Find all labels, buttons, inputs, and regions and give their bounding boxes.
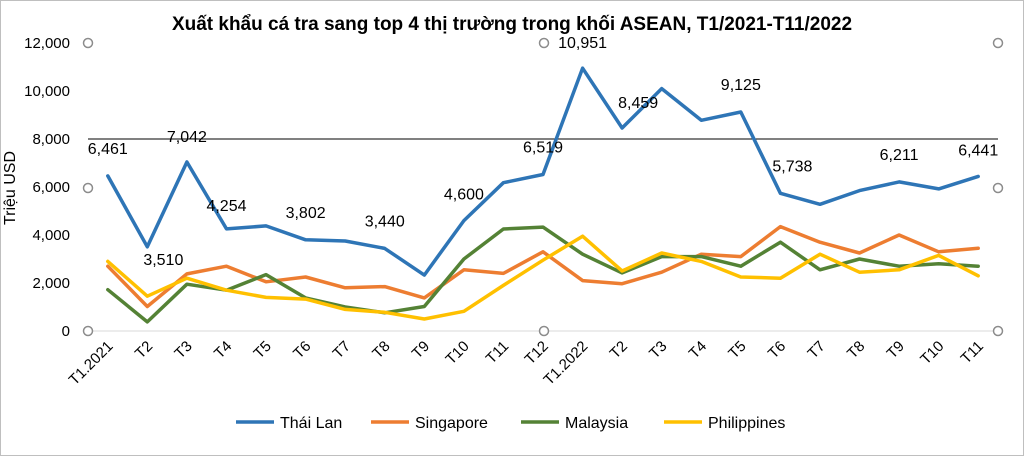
series-line-3 <box>106 234 980 321</box>
y-tick-label: 10,000 <box>24 83 70 100</box>
series-line-0 <box>106 66 980 277</box>
data-label: 4,254 <box>206 198 246 215</box>
y-axis-label: Triệu USD <box>2 151 19 225</box>
x-tick-label: T7 <box>330 338 354 362</box>
data-label: 9,125 <box>721 77 761 94</box>
x-tick-label: T8 <box>369 338 393 362</box>
resize-handle <box>82 37 94 49</box>
x-tick-label: T12 <box>522 338 552 368</box>
x-tick-label: T10 <box>442 338 472 368</box>
resize-handle <box>992 325 1004 337</box>
series-line-2 <box>106 225 980 324</box>
x-tick-label: T2 <box>132 338 156 362</box>
resize-handle <box>992 37 1004 49</box>
x-tick-label: T5 <box>250 338 274 362</box>
data-label: 5,738 <box>772 158 812 175</box>
resize-handle <box>82 182 94 194</box>
x-tick-label: T6 <box>765 338 789 362</box>
legend-label: Thái Lan <box>280 415 342 432</box>
y-tick-label: 6,000 <box>32 179 70 196</box>
data-label: 4,600 <box>444 187 484 204</box>
y-tick-label: 12,000 <box>24 35 70 52</box>
y-tick-label: 8,000 <box>32 131 70 148</box>
data-label: 3,440 <box>365 213 405 230</box>
x-tick-label: T4 <box>686 338 710 362</box>
data-label: 6,211 <box>880 147 919 164</box>
data-label: 6,441 <box>958 142 998 159</box>
legend-label: Philippines <box>708 415 785 432</box>
resize-handle <box>538 325 550 337</box>
legend-label: Singapore <box>415 415 488 432</box>
x-tick-label: T10 <box>917 338 947 368</box>
resize-handle <box>992 182 1004 194</box>
x-tick-label: T8 <box>844 338 868 362</box>
data-label: 8,459 <box>618 95 658 112</box>
x-tick-label: T1.2022 <box>540 338 591 389</box>
x-tick-label: T9 <box>884 338 908 362</box>
x-tick-label: T5 <box>725 338 749 362</box>
resize-handle <box>538 37 550 49</box>
y-tick-label: 4,000 <box>32 227 70 244</box>
x-tick-label: T2 <box>607 338 631 362</box>
resize-handle <box>82 325 94 337</box>
data-label: 7,042 <box>167 129 207 146</box>
x-tick-label: T4 <box>211 338 235 362</box>
data-label: 3,510 <box>143 252 183 269</box>
y-tick-label: 0 <box>62 323 70 340</box>
x-tick-label: T3 <box>171 338 195 362</box>
x-tick-label: T11 <box>958 338 988 368</box>
series-line-1 <box>106 224 980 309</box>
x-tick-label: T11 <box>483 338 513 368</box>
data-label: 3,802 <box>286 205 326 222</box>
y-tick-label: 2,000 <box>32 275 70 292</box>
data-label: 10,951 <box>558 35 607 52</box>
data-label: 6,461 <box>88 141 128 158</box>
chart-title: Xuất khẩu cá tra sang top 4 thị trường t… <box>172 14 852 35</box>
x-tick-label: T6 <box>290 338 314 362</box>
x-tick-label: T9 <box>409 338 433 362</box>
x-tick-label: T7 <box>804 338 828 362</box>
legend-label: Malaysia <box>565 415 628 432</box>
x-tick-label: T3 <box>646 338 670 362</box>
x-tick-label: T1.2021 <box>66 338 117 389</box>
data-label: 6,519 <box>523 140 563 157</box>
